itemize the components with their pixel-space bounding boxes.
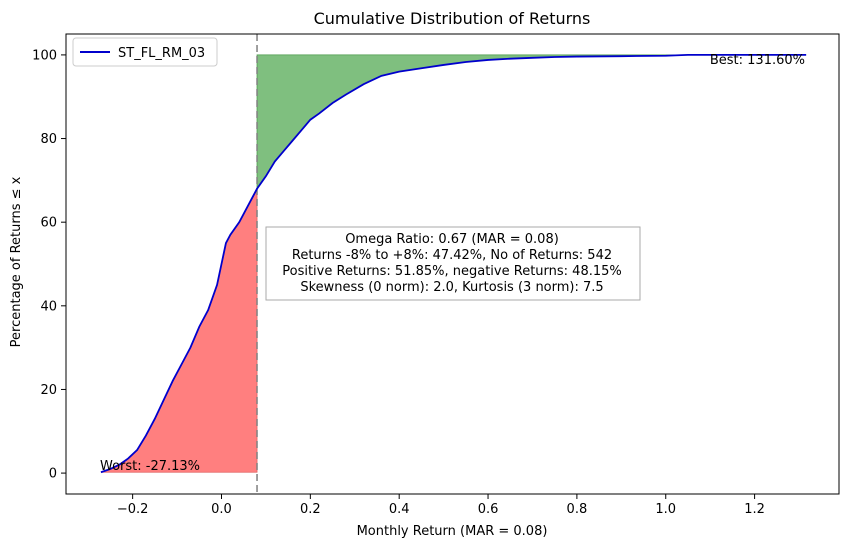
best-annotation: Best: 131.60% bbox=[710, 53, 805, 68]
y-tick-label: 60 bbox=[40, 216, 57, 231]
above-mar-area bbox=[256, 54, 807, 190]
x-axis-label: Monthly Return (MAR = 0.08) bbox=[357, 524, 548, 539]
stats-box: Omega Ratio: 0.67 (MAR = 0.08) Returns -… bbox=[265, 226, 641, 301]
x-tick-label: 1.2 bbox=[744, 502, 765, 517]
axes-frame bbox=[65, 33, 840, 495]
x-tick-label: 0.8 bbox=[567, 502, 588, 517]
x-tick-label: 0.2 bbox=[300, 502, 321, 517]
stats-line-4: Skewness (0 norm): 2.0, Kurtosis (3 norm… bbox=[300, 280, 603, 295]
y-axis-label: Percentage of Returns ≤ x bbox=[9, 176, 24, 347]
x-tick-label: −0.2 bbox=[117, 502, 149, 517]
series-line-st-fl-rm-03 bbox=[100, 54, 807, 474]
y-axis-ticks: 0 20 40 60 80 100 bbox=[32, 48, 66, 482]
legend: ST_FL_RM_03 bbox=[72, 37, 218, 67]
x-tick-label: 1.0 bbox=[655, 502, 676, 517]
stats-line-1: Omega Ratio: 0.67 (MAR = 0.08) bbox=[345, 232, 559, 247]
y-tick-label: 80 bbox=[40, 132, 57, 147]
worst-annotation: Worst: -27.13% bbox=[100, 459, 200, 474]
legend-label: ST_FL_RM_03 bbox=[118, 46, 205, 61]
x-tick-label: 0.0 bbox=[211, 502, 232, 517]
x-tick-label: 0.6 bbox=[478, 502, 499, 517]
plot-area: −0.2 0.0 0.2 0.4 0.6 0.8 1.0 1.2 0 20 40 60 80 100 W… bbox=[32, 33, 840, 517]
stats-line-2: Returns -8% to +8%: 47.42%, No of Return… bbox=[292, 248, 612, 263]
y-tick-label: 0 bbox=[49, 467, 57, 482]
x-axis-ticks: −0.2 0.0 0.2 0.4 0.6 0.8 1.0 1.2 bbox=[117, 494, 765, 517]
stats-line-3: Positive Returns: 51.85%, negative Retur… bbox=[282, 264, 622, 279]
y-tick-label: 20 bbox=[40, 383, 57, 398]
y-tick-label: 100 bbox=[32, 48, 57, 63]
y-tick-label: 40 bbox=[40, 299, 57, 314]
chart-title: Cumulative Distribution of Returns bbox=[314, 9, 591, 28]
series-lines bbox=[100, 54, 807, 474]
x-tick-label: 0.4 bbox=[389, 502, 410, 517]
